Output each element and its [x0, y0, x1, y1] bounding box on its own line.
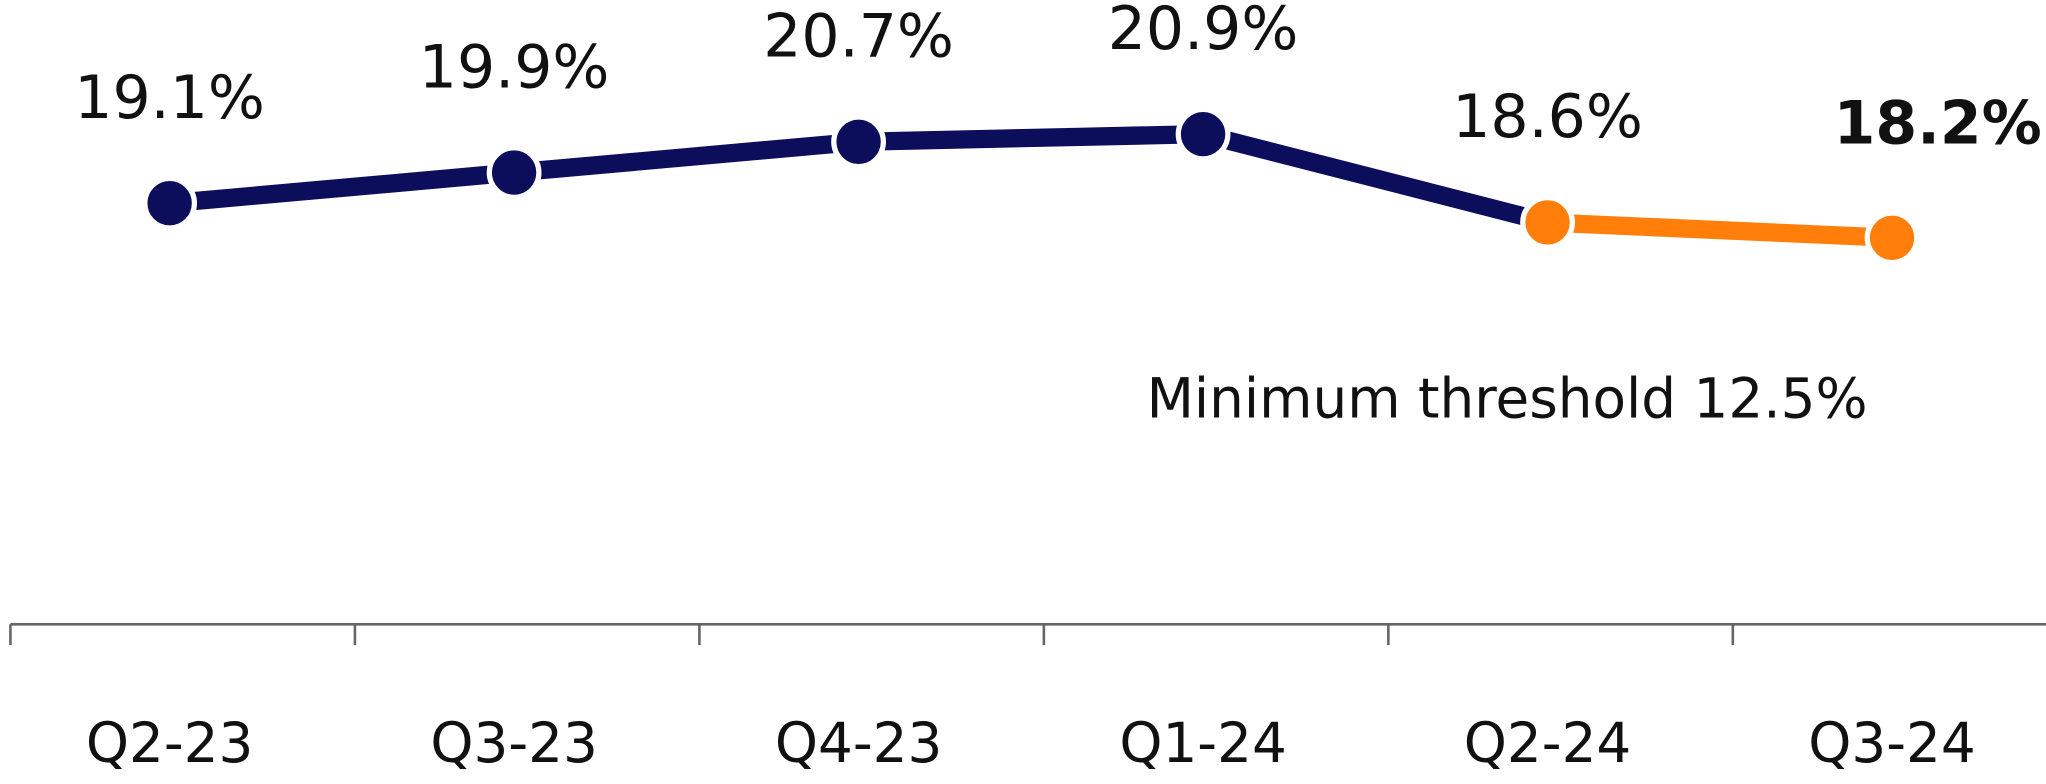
- point: [831, 114, 886, 170]
- data-label: 19.9%: [419, 32, 610, 102]
- line-segment: [504, 132, 868, 182]
- x-tick-label: Q4-23: [775, 711, 943, 775]
- x-tick-label: Q1-24: [1119, 711, 1287, 775]
- point: [486, 145, 542, 200]
- data-label: 20.9%: [1108, 0, 1299, 64]
- data-label: 18.2%: [1834, 88, 2042, 158]
- x-tick-label: Q2-24: [1464, 711, 1632, 775]
- line-segment: [1538, 213, 1902, 247]
- x-tick-label: Q2-23: [86, 711, 254, 775]
- data-label: 20.7%: [763, 2, 954, 72]
- annotation: Minimum threshold 12.5%: [1147, 367, 1868, 431]
- line-segment: [160, 163, 524, 213]
- x-tick-label: Q3-23: [430, 711, 598, 775]
- point: [1864, 210, 1920, 266]
- point: [1520, 195, 1575, 250]
- data-label: 19.1%: [74, 63, 265, 133]
- data-label: 18.6%: [1452, 82, 1643, 152]
- x-tick-label: Q3-24: [1808, 711, 1976, 775]
- line-segment: [849, 124, 1213, 151]
- point: [142, 175, 198, 231]
- point: [1175, 106, 1231, 162]
- line-segment: [1193, 124, 1557, 232]
